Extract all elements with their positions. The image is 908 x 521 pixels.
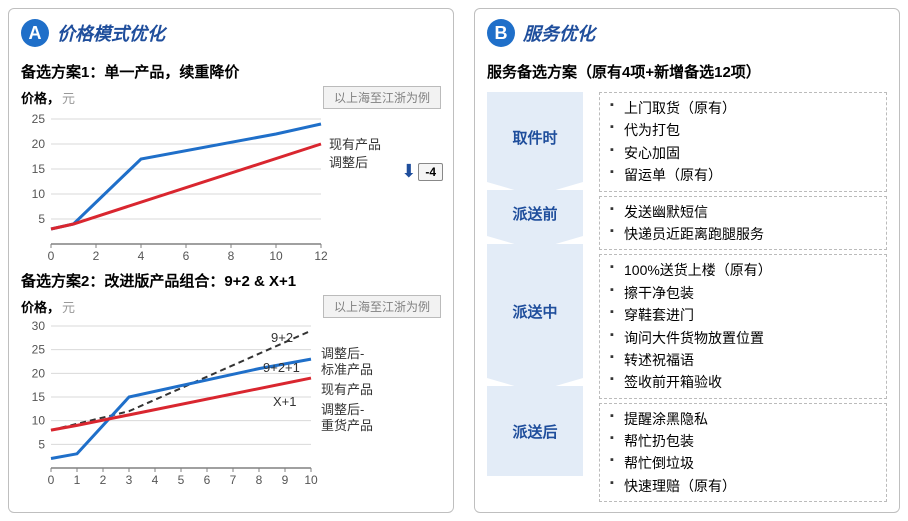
svg-text:现有产品: 现有产品: [329, 137, 381, 152]
panel-a: A 价格模式优化 备选方案1：单一产品，续重降价 价格，元 以上海至江浙为例 5…: [8, 8, 454, 513]
service-item: 穿鞋套进门: [610, 304, 876, 326]
svg-text:现有产品: 现有产品: [321, 382, 373, 397]
svg-text:X+1: X+1: [273, 394, 297, 409]
chart1-example: 以上海至江浙为例: [323, 86, 441, 109]
svg-text:4: 4: [138, 249, 145, 263]
service-item: 留运单（原有）: [610, 164, 876, 186]
svg-text:重货产品: 重货产品: [321, 418, 373, 433]
svg-text:30: 30: [32, 319, 46, 333]
chart1-yunit: 元: [62, 91, 75, 106]
service-body: 取件时派送前派送中派送后上门取货（原有）代为打包安心加固留运单（原有）发送幽默短…: [487, 92, 887, 506]
svg-text:标准产品: 标准产品: [321, 362, 373, 377]
svg-text:15: 15: [32, 162, 46, 176]
svg-text:7: 7: [230, 473, 237, 487]
svg-text:2: 2: [100, 473, 107, 487]
svg-text:10: 10: [269, 249, 283, 263]
svg-text:6: 6: [204, 473, 211, 487]
svg-text:5: 5: [178, 473, 185, 487]
chart1-title: 备选方案1：单一产品，续重降价: [21, 61, 441, 82]
service-item: 擦干净包装: [610, 282, 876, 304]
service-item: 发送幽默短信: [610, 201, 876, 223]
svg-text:4: 4: [152, 473, 159, 487]
panel-a-title: 价格模式优化: [57, 20, 165, 46]
down-arrow-icon: ⬇: [401, 161, 416, 182]
badge-a: A: [21, 19, 49, 47]
svg-text:20: 20: [32, 137, 46, 151]
service-item: 帮忙倒垃圾: [610, 452, 876, 474]
chart2-label-row: 价格，元 以上海至江浙为例: [21, 295, 441, 318]
chart2-example: 以上海至江浙为例: [323, 295, 441, 318]
service-item: 代为打包: [610, 119, 876, 141]
panel-a-header: A 价格模式优化: [21, 19, 441, 47]
svg-text:3: 3: [126, 473, 133, 487]
svg-text:25: 25: [32, 112, 46, 126]
svg-text:9: 9: [282, 473, 289, 487]
chart2-title: 备选方案2：改进版产品组合：9+2 & X+1: [21, 270, 441, 291]
svg-text:0: 0: [48, 249, 55, 263]
chart1: 5 10 15 20 25 0 2 4 6 8 10 12 现有产品调整后 ⬇ -4: [21, 109, 441, 264]
item-group-1: 发送幽默短信快递员近距离跑腿服务: [599, 196, 887, 251]
chart2-ylabel: 价格，: [21, 300, 60, 315]
svg-text:5: 5: [38, 437, 45, 451]
svg-text:1: 1: [74, 473, 81, 487]
svg-text:调整后-: 调整后-: [321, 402, 364, 417]
svg-text:20: 20: [32, 366, 46, 380]
chart2-yunit: 元: [62, 300, 75, 315]
service-item: 转述祝福语: [610, 349, 876, 371]
panel-b-header: B 服务优化: [487, 19, 887, 47]
chart2: 51015202530012345678910调整后-标准产品现有产品调整后-重…: [21, 318, 441, 488]
service-item: 快递员近距离跑腿服务: [610, 223, 876, 245]
item-group-0: 上门取货（原有）代为打包安心加固留运单（原有）: [599, 92, 887, 192]
service-item: 快速理赔（原有）: [610, 475, 876, 497]
chart1-delta: ⬇ -4: [401, 161, 443, 182]
service-item: 100%送货上楼（原有）: [610, 259, 876, 281]
svg-text:调整后: 调整后: [329, 155, 368, 170]
stages-column: 取件时派送前派送中派送后: [487, 92, 583, 506]
stage-0: 取件时: [487, 92, 583, 182]
svg-text:8: 8: [256, 473, 263, 487]
service-item: 签收前开箱验收: [610, 371, 876, 393]
item-group-2: 100%送货上楼（原有）擦干净包装穿鞋套进门询问大件货物放置位置转述祝福语签收前…: [599, 254, 887, 398]
chart1-ylabel: 价格，: [21, 91, 60, 106]
svg-text:0: 0: [48, 473, 55, 487]
service-item: 上门取货（原有）: [610, 97, 876, 119]
service-item: 帮忙扔包装: [610, 430, 876, 452]
chart1-label-row: 价格，元 以上海至江浙为例: [21, 86, 441, 109]
items-column: 上门取货（原有）代为打包安心加固留运单（原有）发送幽默短信快递员近距离跑腿服务1…: [599, 92, 887, 506]
stage-2: 派送中: [487, 244, 583, 378]
svg-text:25: 25: [32, 343, 46, 357]
stage-1: 派送前: [487, 190, 583, 236]
svg-text:调整后-: 调整后-: [321, 346, 364, 361]
service-item: 提醒涂黑隐私: [610, 408, 876, 430]
badge-b: B: [487, 19, 515, 47]
svg-text:15: 15: [32, 390, 46, 404]
panel-b-title: 服务优化: [523, 20, 595, 46]
svg-text:10: 10: [32, 187, 46, 201]
panel-b: B 服务优化 服务备选方案（原有4项+新增备选12项） 取件时派送前派送中派送后…: [474, 8, 900, 513]
svg-text:5: 5: [38, 212, 45, 226]
svg-text:10: 10: [32, 414, 46, 428]
item-group-3: 提醒涂黑隐私帮忙扔包装帮忙倒垃圾快速理赔（原有）: [599, 403, 887, 503]
service-item: 询问大件货物放置位置: [610, 327, 876, 349]
svg-text:2: 2: [93, 249, 100, 263]
svg-text:9+2+1: 9+2+1: [263, 360, 300, 375]
chart1-delta-value: -4: [418, 163, 443, 181]
service-item: 安心加固: [610, 142, 876, 164]
svg-text:6: 6: [183, 249, 190, 263]
svg-text:10: 10: [304, 473, 318, 487]
svg-text:9+2: 9+2: [271, 330, 293, 345]
panel-b-subtitle: 服务备选方案（原有4项+新增备选12项）: [487, 61, 887, 82]
stage-3: 派送后: [487, 386, 583, 476]
svg-text:8: 8: [228, 249, 235, 263]
svg-text:12: 12: [314, 249, 328, 263]
